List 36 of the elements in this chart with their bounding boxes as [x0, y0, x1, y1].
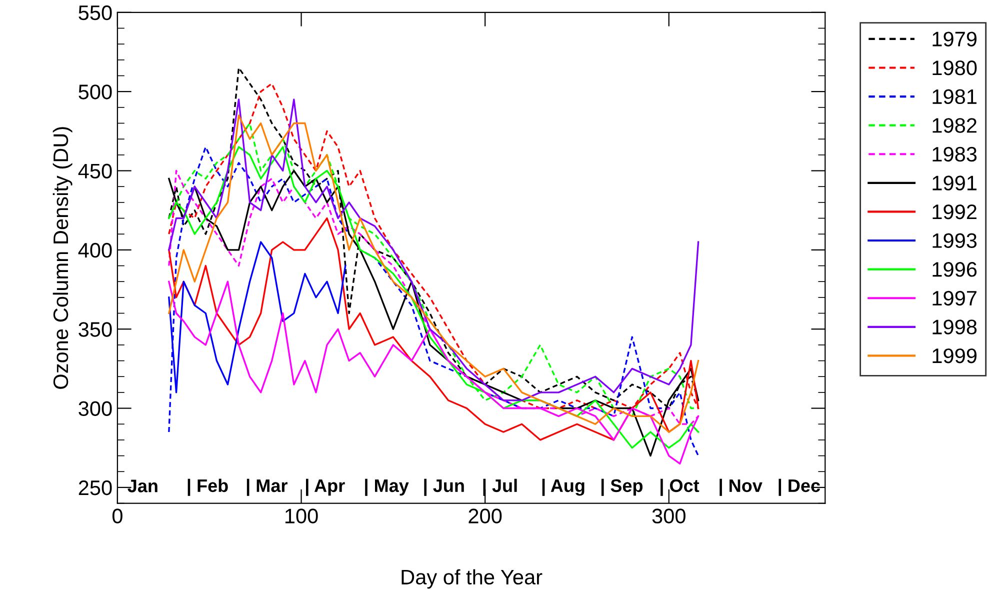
y-tick-label: 500 [78, 84, 112, 100]
annotation: | May [365, 478, 409, 496]
annotation: | Feb [188, 478, 228, 496]
annotation: | Aug [542, 478, 584, 496]
annotation: | Jun [424, 478, 464, 496]
legend-label: 1997 [932, 290, 976, 306]
y-tick-label: 450 [78, 164, 112, 178]
y-tick-label: 400 [78, 242, 112, 258]
y-tick-label: 550 [78, 5, 112, 20]
annotation: | Sep [601, 478, 643, 496]
legend-label: 1980 [932, 60, 977, 76]
legend-label: 1996 [932, 262, 977, 277]
annotation: | Oct [660, 478, 700, 496]
annotation: | Apr [306, 478, 345, 496]
legend-label: 1991 [932, 176, 976, 190]
legend-label: 1979 [932, 32, 977, 46]
annotation: Jan [128, 480, 158, 492]
x-tick-label: 100 [285, 508, 318, 524]
y-axis-title: Ozone Column Density (DU) [52, 127, 72, 389]
legend-label: 1999 [932, 348, 977, 364]
x-tick-label: 300 [652, 508, 686, 524]
y-tick-label: 300 [78, 401, 112, 416]
annotation: | Mar [246, 478, 288, 496]
y-tick-label: 350 [78, 322, 112, 337]
legend-label: 1998 [932, 320, 977, 334]
legend-label: 1992 [932, 204, 976, 220]
legend-label: 1981 [932, 89, 976, 104]
x-tick-label: 0 [112, 508, 122, 524]
legend-label: 1982 [932, 118, 976, 133]
y-tick-label: 250 [78, 480, 112, 496]
annotation: | Dec [778, 478, 820, 496]
x-tick-label: 200 [468, 508, 502, 524]
legend-label: 1993 [932, 233, 977, 248]
legend-label: 1983 [932, 146, 977, 162]
annotation: | Nov [720, 478, 762, 496]
x-axis-title: Day of the Year [402, 569, 542, 589]
